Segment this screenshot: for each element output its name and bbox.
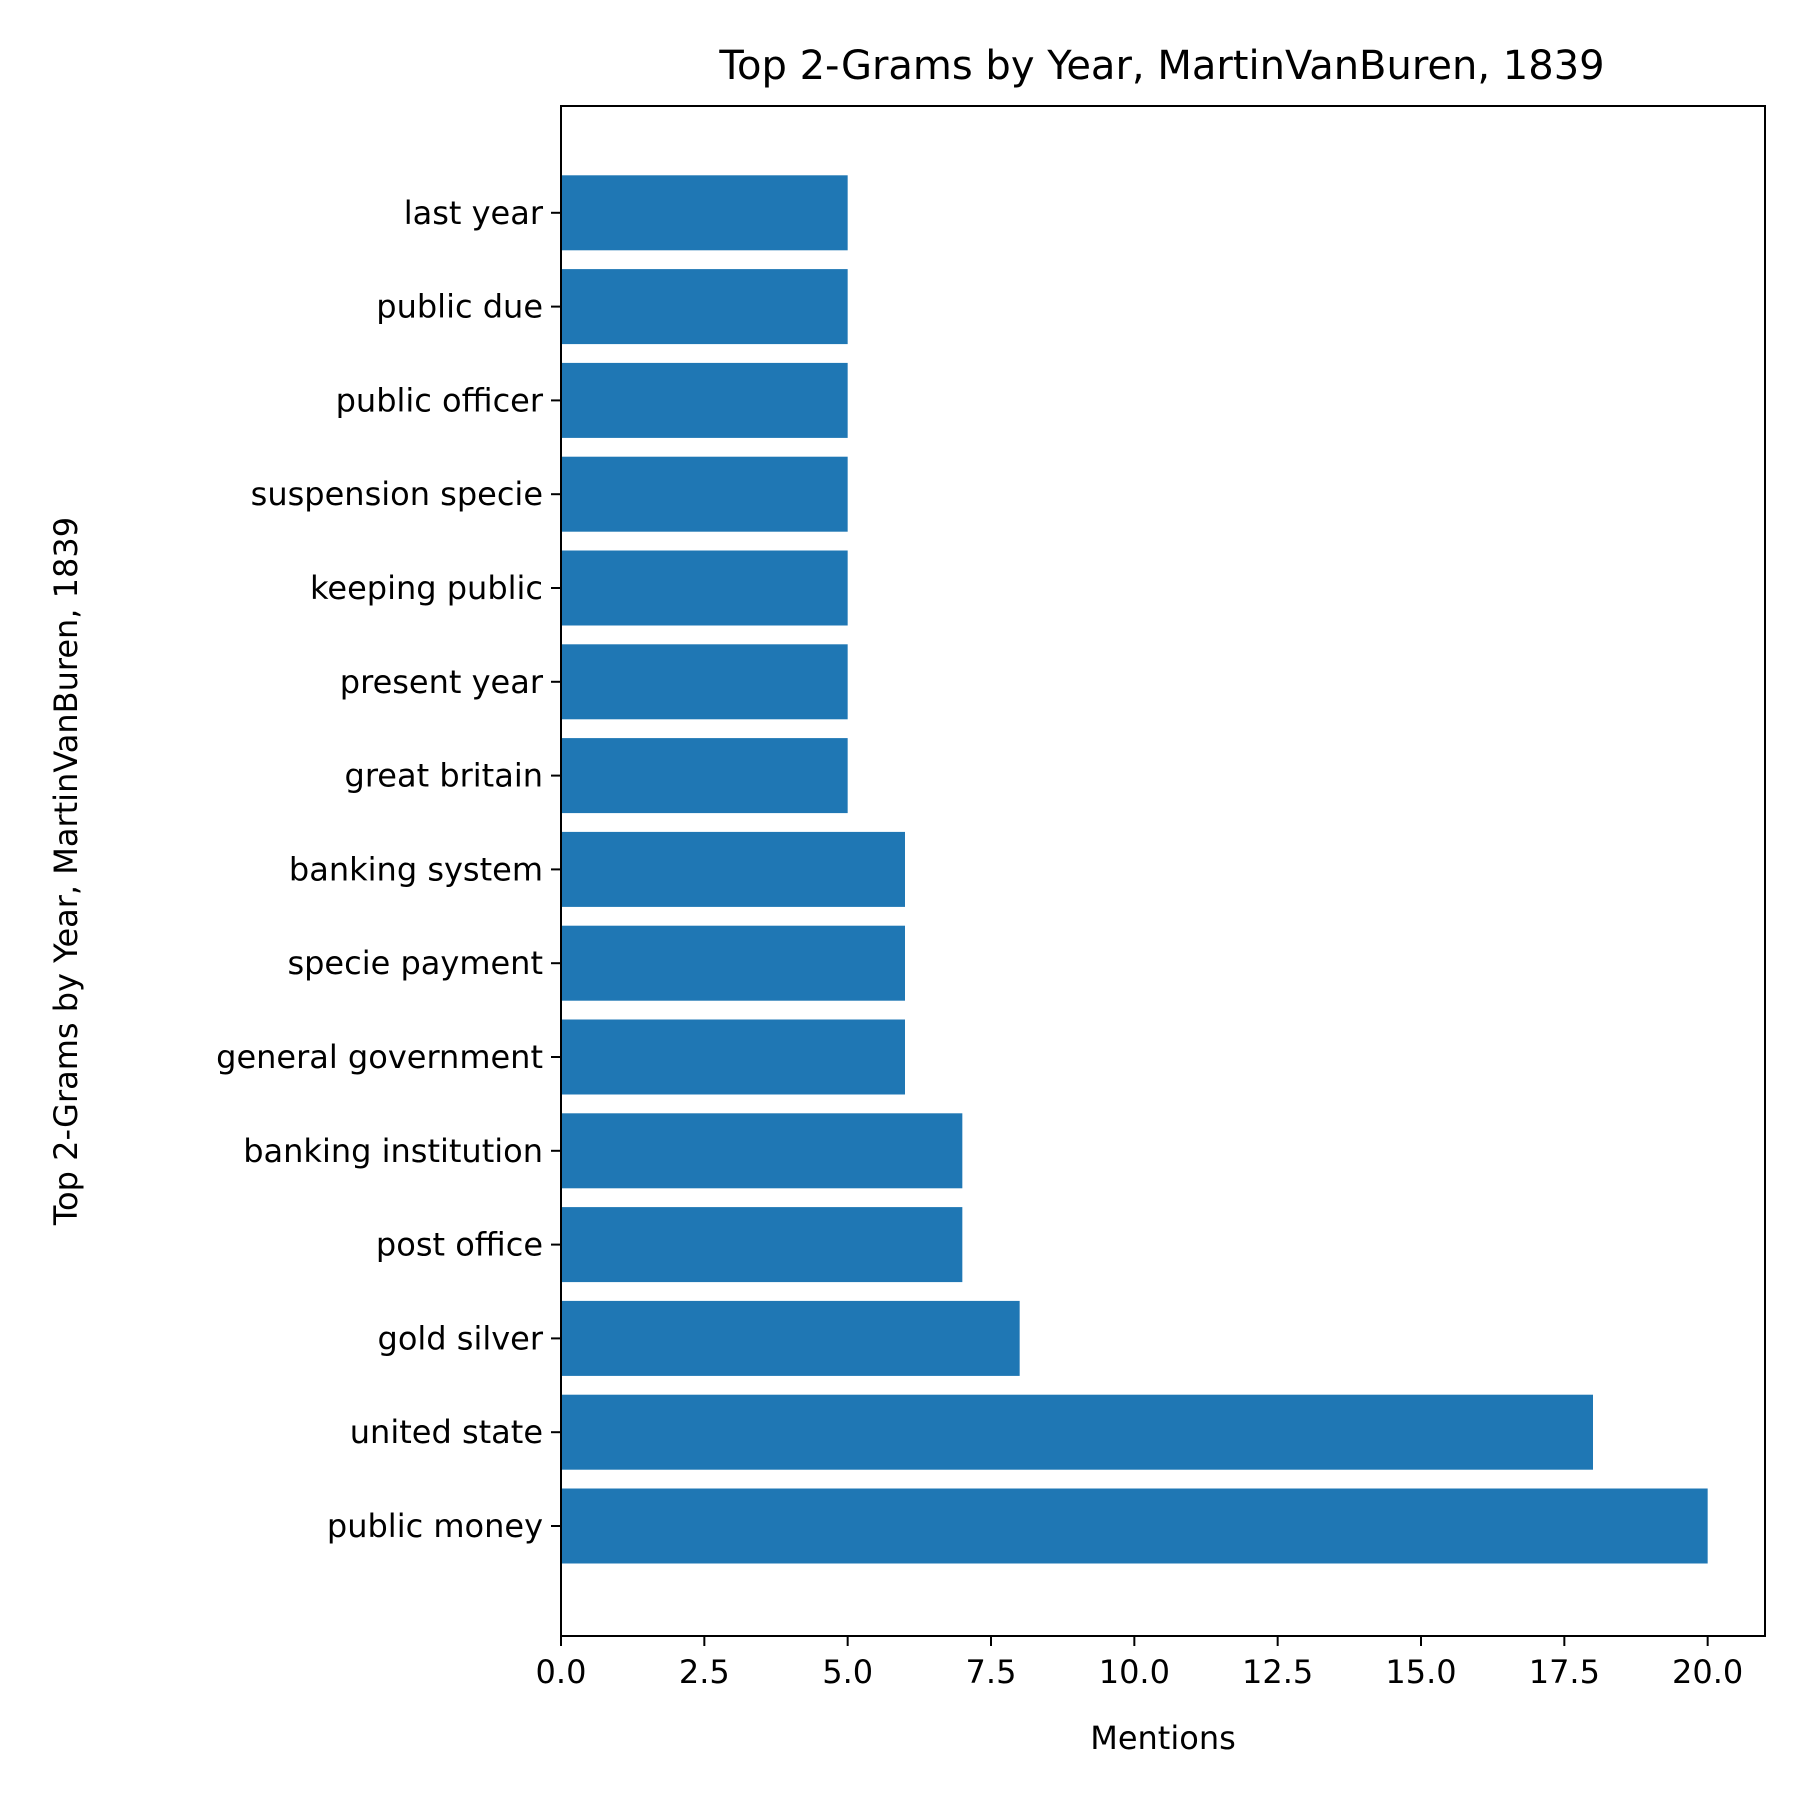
y-axis-ticks: public money united state gold silver post … (216, 194, 561, 1545)
y-tick-label: post office (376, 1226, 543, 1264)
y-tick-label: public officer (336, 381, 544, 419)
bar-general-government (561, 1019, 905, 1095)
y-tick-label: specie payment (287, 944, 543, 982)
bar-public-due (561, 269, 848, 345)
x-tick-label: 10.0 (1099, 1653, 1170, 1691)
bar-suspension-specie (561, 456, 848, 532)
x-tick-label: 2.5 (679, 1653, 730, 1691)
x-tick-label: 12.5 (1242, 1653, 1313, 1691)
bar-great-britain (561, 738, 848, 814)
y-tick-label: banking institution (243, 1132, 543, 1170)
bar-banking-system (561, 831, 905, 907)
y-tick-label: banking system (289, 850, 543, 888)
bar-public-money (561, 1488, 1708, 1564)
y-tick-label: suspension specie (251, 475, 543, 513)
bar-post-office (561, 1207, 963, 1283)
x-tick-label: 17.5 (1529, 1653, 1600, 1691)
y-tick-label: keeping public (310, 569, 543, 607)
x-axis-label: Mentions (1090, 1719, 1236, 1757)
x-tick-label: 20.0 (1672, 1653, 1743, 1691)
plot-area-frame (560, 105, 1766, 1637)
bar-last-year (561, 175, 848, 251)
bar-gold-silver (561, 1300, 1020, 1376)
y-tick-label: great britain (345, 757, 543, 795)
chart-title: Top 2-Grams by Year, MartinVanBuren, 183… (718, 43, 1604, 89)
bar-banking-institution (561, 1113, 963, 1189)
x-tick-label: 5.0 (822, 1653, 873, 1691)
y-tick-label: public due (376, 288, 543, 326)
y-tick-label: present year (340, 663, 544, 701)
y-tick-label: gold silver (378, 1319, 544, 1357)
bar-keeping-public (561, 550, 848, 626)
x-tick-label: 7.5 (966, 1653, 1017, 1691)
x-tick-label: 15.0 (1385, 1653, 1456, 1691)
bar-united-state (561, 1394, 1593, 1470)
x-tick-label: 0.0 (536, 1653, 587, 1691)
y-tick-label: last year (404, 194, 544, 232)
x-axis-ticks: 0.0 2.5 5.0 7.5 10.0 12.5 15.0 17.5 20.0 (536, 1636, 1743, 1691)
bar-public-officer (561, 362, 848, 438)
y-tick-label: united state (350, 1413, 543, 1451)
bar-specie-payment (561, 925, 905, 1001)
bar-present-year (561, 644, 848, 720)
y-tick-label: public money (327, 1507, 543, 1545)
y-tick-label: general government (216, 1038, 543, 1076)
bars (561, 175, 1708, 1564)
y-axis-label: Top 2-Grams by Year, MartinVanBuren, 183… (47, 517, 85, 1226)
